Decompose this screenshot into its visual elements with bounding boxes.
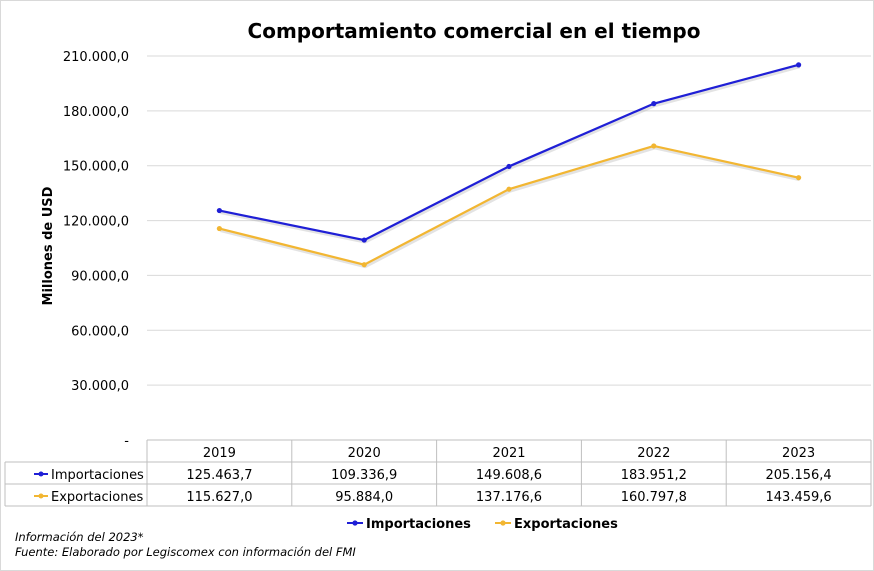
legend-label: Importaciones [366, 517, 471, 532]
series-lines [216, 62, 802, 269]
data-point [216, 207, 222, 214]
chart-title: Comportamiento comercial en el tiempo [248, 19, 701, 43]
y-tick-label: 180.000,0 [63, 105, 129, 120]
legend-marker [500, 520, 506, 526]
table-series-name: Exportaciones [51, 490, 143, 505]
data-point [506, 163, 512, 170]
y-tick-label: 120.000,0 [63, 215, 129, 230]
data-point [796, 175, 802, 181]
table-legend-marker [38, 471, 44, 477]
table-legend-marker [38, 493, 44, 499]
x-category-label: 2019 [203, 446, 236, 461]
series-line-shadow [220, 65, 800, 244]
x-category-label: 2020 [348, 446, 381, 461]
y-tick-label: - [124, 434, 129, 449]
table-value-cell: 137.176,6 [476, 490, 542, 505]
table-value-cell: 109.336,9 [331, 468, 397, 483]
data-point [361, 262, 367, 268]
data-point [651, 143, 657, 149]
table-value-cell: 205.156,4 [766, 468, 832, 483]
data-point [361, 237, 367, 243]
table-value-cell: 160.797,8 [621, 490, 687, 505]
source-note: Fuente: Elaborado por Legiscomex con inf… [15, 545, 356, 559]
info-note: Información del 2023* [15, 530, 144, 544]
y-tick-label: 90.000,0 [71, 269, 129, 284]
table-value-cell: 143.459,6 [766, 490, 832, 505]
table-value-cell: 125.463,7 [186, 468, 252, 483]
y-tick-label: 30.000,0 [71, 379, 129, 394]
series-line [219, 144, 799, 266]
table-value-cell: 115.627,0 [186, 490, 252, 505]
table-series-name: Importaciones [51, 468, 144, 483]
y-axis-label: Millones de USD [41, 186, 56, 305]
y-tick-label: 210.000,0 [63, 50, 129, 65]
x-category-label: 2021 [492, 446, 525, 461]
y-tick-label: 150.000,0 [63, 160, 129, 175]
table-value-cell: 95.884,0 [335, 490, 393, 505]
data-point [651, 101, 657, 107]
y-tick-label: 60.000,0 [71, 324, 129, 339]
data-point [216, 225, 222, 232]
data-point [506, 186, 512, 192]
table-value-cell: 149.608,6 [476, 468, 542, 483]
legend: Importaciones Exportaciones [347, 517, 618, 532]
y-axis-ticks: - 30.000,0 60.000,0 90.000,0 120.000,0 150.00… [63, 50, 129, 449]
legend-label: Exportaciones [514, 517, 618, 532]
data-table: 2019 2020 2021 2022 2023 Importaciones 125.463… [4, 439, 872, 507]
table-value-cell: 183.951,2 [621, 468, 687, 483]
data-point [796, 62, 802, 68]
x-category-label: 2022 [637, 446, 670, 461]
x-category-label: 2023 [782, 446, 815, 461]
legend-marker [352, 520, 358, 526]
